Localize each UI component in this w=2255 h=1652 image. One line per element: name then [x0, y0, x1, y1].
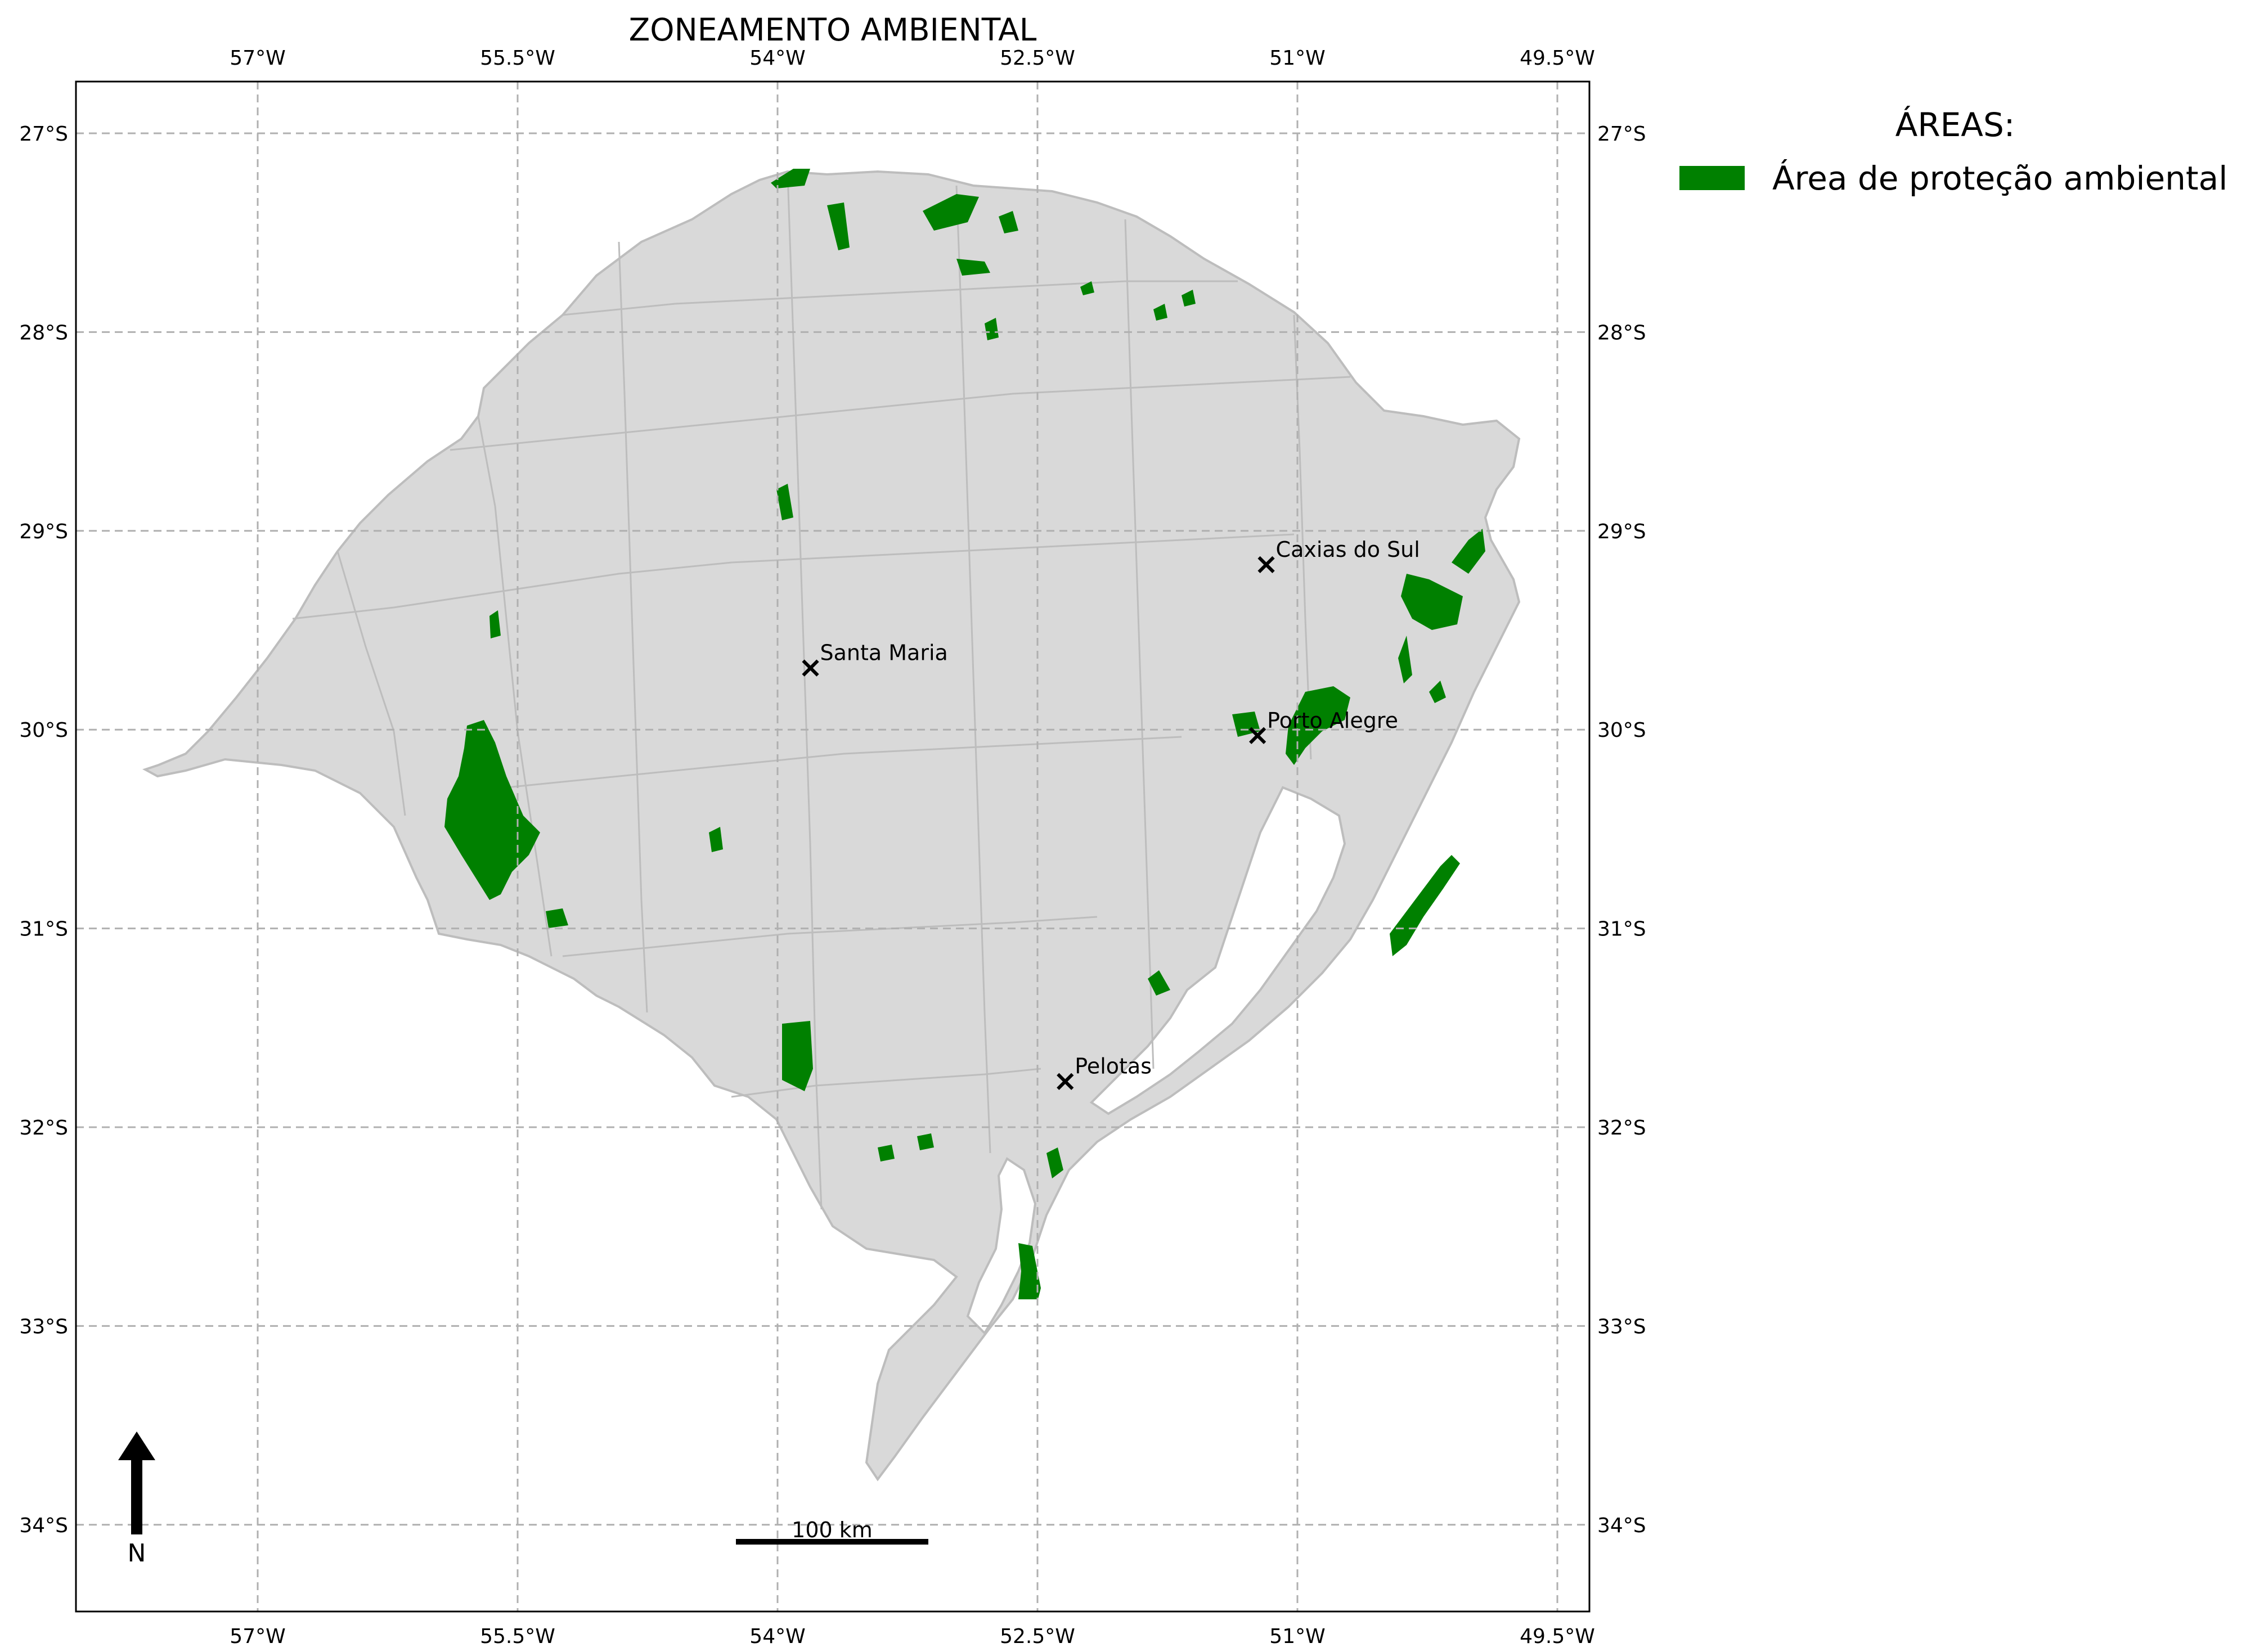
- city-marker: Pelotas: [1057, 1054, 1152, 1090]
- lon-tick-label: 54°W: [749, 1625, 805, 1648]
- lon-tick-label: 51°W: [1269, 1625, 1325, 1648]
- lat-tick-label: 31°S: [19, 918, 68, 941]
- scale-bar: 100 km: [736, 1518, 928, 1545]
- lat-tick-label: 33°S: [19, 1315, 68, 1338]
- lat-tick-label: 29°S: [1597, 520, 1646, 543]
- city-x-icon: [802, 659, 819, 677]
- scale-bar-label: 100 km: [792, 1518, 873, 1542]
- north-arrow: N: [118, 1432, 155, 1568]
- graticule: [76, 82, 1589, 1612]
- lat-tick-label: 32°S: [19, 1117, 68, 1140]
- lon-tick-label: 55.5°W: [480, 47, 555, 70]
- lat-tick-label: 29°S: [19, 520, 68, 543]
- legend-swatch-protected: [1679, 166, 1745, 190]
- legend-title: ÁREAS:: [1895, 105, 2015, 144]
- lon-tick-label: 57°W: [230, 1625, 285, 1648]
- map-area: Caxias do Sul Santa Maria Porto Alegre Pelo…: [76, 82, 1589, 1612]
- city-marker: Caxias do Sul: [1257, 537, 1420, 573]
- lat-tick-label: 28°S: [19, 321, 68, 344]
- lat-tick-label: 30°S: [1597, 719, 1646, 742]
- city-marker: Santa Maria: [802, 641, 948, 677]
- lon-tick-labels-top: 57°W 55.5°W 54°W 52.5°W 51°W 49.5°W: [230, 47, 1595, 70]
- north-arrow-icon: [118, 1432, 155, 1460]
- protected-areas: [444, 169, 1485, 1299]
- city-label: Santa Maria: [820, 641, 948, 665]
- lat-tick-label: 34°S: [19, 1514, 68, 1537]
- city-label: Porto Alegre: [1267, 708, 1398, 733]
- map-title: ZONEAMENTO AMBIENTAL: [629, 12, 1037, 48]
- lagoa-mirim: [966, 1157, 1037, 1335]
- city-x-icon: [1249, 727, 1266, 744]
- city-label: Caxias do Sul: [1276, 537, 1420, 562]
- north-arrow-label: N: [128, 1539, 146, 1568]
- lon-tick-label: 55.5°W: [480, 1625, 555, 1648]
- lon-tick-label: 54°W: [749, 47, 805, 70]
- legend-label-protected: Área de proteção ambiental: [1772, 159, 2227, 197]
- lon-tick-labels-bottom: 57°W 55.5°W 54°W 52.5°W 51°W 49.5°W: [230, 1625, 1595, 1648]
- lat-tick-label: 30°S: [19, 719, 68, 742]
- lon-tick-label: 52.5°W: [1000, 1625, 1075, 1648]
- city-markers: Caxias do Sul Santa Maria Porto Alegre Pelo…: [802, 537, 1420, 1090]
- lat-tick-label: 28°S: [1597, 321, 1646, 344]
- lat-tick-label: 31°S: [1597, 918, 1646, 941]
- city-x-icon: [1257, 556, 1275, 573]
- lat-tick-labels-left: 27°S 28°S 29°S 30°S 31°S 32°S 33°S 34°S: [19, 123, 68, 1537]
- lat-tick-label: 33°S: [1597, 1315, 1646, 1338]
- city-label: Pelotas: [1075, 1054, 1152, 1079]
- map-frame: [75, 80, 1591, 1613]
- city-x-icon: [1057, 1073, 1074, 1090]
- lat-tick-label: 27°S: [1597, 123, 1646, 146]
- lat-tick-labels-right: 27°S 28°S 29°S 30°S 31°S 32°S 33°S 34°S: [1597, 123, 1646, 1537]
- legend: ÁREAS: Área de proteção ambiental: [1679, 105, 2227, 197]
- city-marker: Porto Alegre: [1249, 708, 1398, 744]
- lon-tick-label: 49.5°W: [1520, 47, 1595, 70]
- lon-tick-label: 57°W: [230, 47, 285, 70]
- north-arrow-shaft: [131, 1457, 142, 1534]
- lon-tick-label: 49.5°W: [1520, 1625, 1595, 1648]
- lon-tick-label: 51°W: [1269, 47, 1325, 70]
- lat-tick-label: 32°S: [1597, 1117, 1646, 1140]
- lon-tick-label: 52.5°W: [1000, 47, 1075, 70]
- lat-tick-label: 34°S: [1597, 1514, 1646, 1537]
- state-landmass: [142, 170, 1521, 1482]
- lat-tick-label: 27°S: [19, 123, 68, 146]
